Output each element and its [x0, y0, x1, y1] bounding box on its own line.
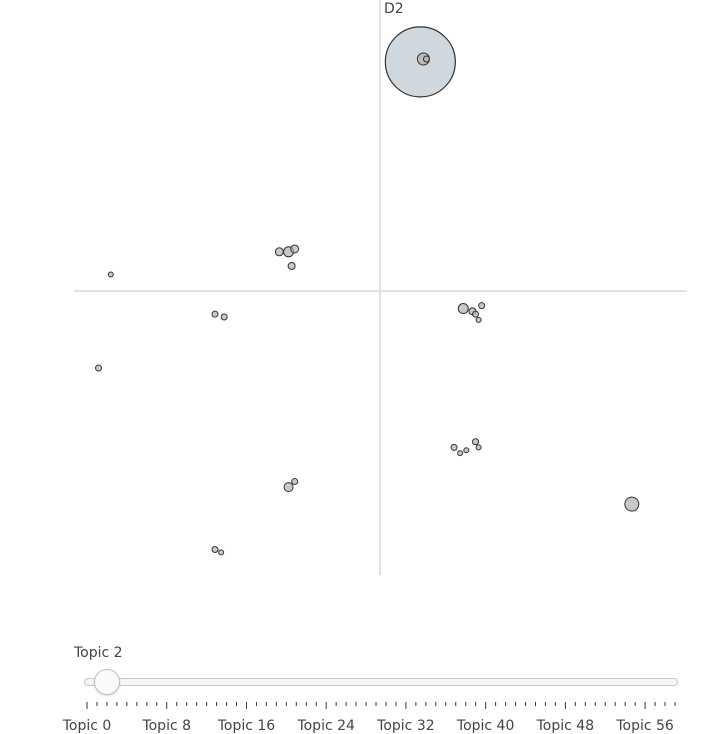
- topic-point-25[interactable]: [218, 549, 225, 556]
- topic-point-16[interactable]: [450, 443, 458, 451]
- topic-point-18[interactable]: [463, 447, 470, 454]
- slider-tick-label: Topic 8: [141, 718, 191, 734]
- topic-point-9[interactable]: [220, 313, 228, 321]
- slider-tick-label: Topic 40: [456, 718, 514, 734]
- topic-point-22[interactable]: [291, 477, 299, 485]
- slider-handle[interactable]: [93, 669, 120, 695]
- topic-point-20[interactable]: [475, 444, 482, 451]
- points-layer: [95, 26, 640, 556]
- topic-point-14[interactable]: [478, 302, 486, 310]
- topic-point-2[interactable]: [422, 55, 430, 63]
- slider-tick-label: Topic 56: [615, 718, 674, 734]
- topic-point-8[interactable]: [211, 310, 219, 318]
- topic-point-21[interactable]: [283, 482, 294, 493]
- topic-point-10[interactable]: [95, 364, 103, 372]
- slider-track[interactable]: [84, 678, 678, 686]
- topic-point-3[interactable]: [107, 271, 114, 278]
- topic-point-15[interactable]: [475, 316, 482, 323]
- slider-tick-label: Topic 48: [536, 718, 594, 734]
- topic-point-6[interactable]: [290, 244, 300, 254]
- y-axis-title: D2: [384, 1, 404, 17]
- slider-tick-label: Topic 32: [376, 718, 434, 734]
- topic-point-24[interactable]: [211, 545, 219, 553]
- topic-point-19[interactable]: [472, 438, 480, 446]
- topic-point-11[interactable]: [457, 303, 469, 315]
- topic-point-7[interactable]: [287, 261, 296, 270]
- topic-point-17[interactable]: [457, 450, 464, 457]
- topic-point-23[interactable]: [624, 496, 640, 512]
- slider-tick-label: Topic 24: [296, 718, 355, 734]
- slider-tick-label: Topic 16: [217, 718, 276, 734]
- slider-ticks: Topic 0 Topic 8 Topic 16 Topic 24 Topic 32 To…: [62, 702, 676, 734]
- slider-current-label: Topic 2: [74, 645, 123, 661]
- scatter-plot: D2: [74, 0, 687, 575]
- topic-point-13[interactable]: [472, 310, 480, 318]
- topic-point-4[interactable]: [274, 247, 284, 257]
- slider-tick-label: Topic 0: [62, 718, 112, 734]
